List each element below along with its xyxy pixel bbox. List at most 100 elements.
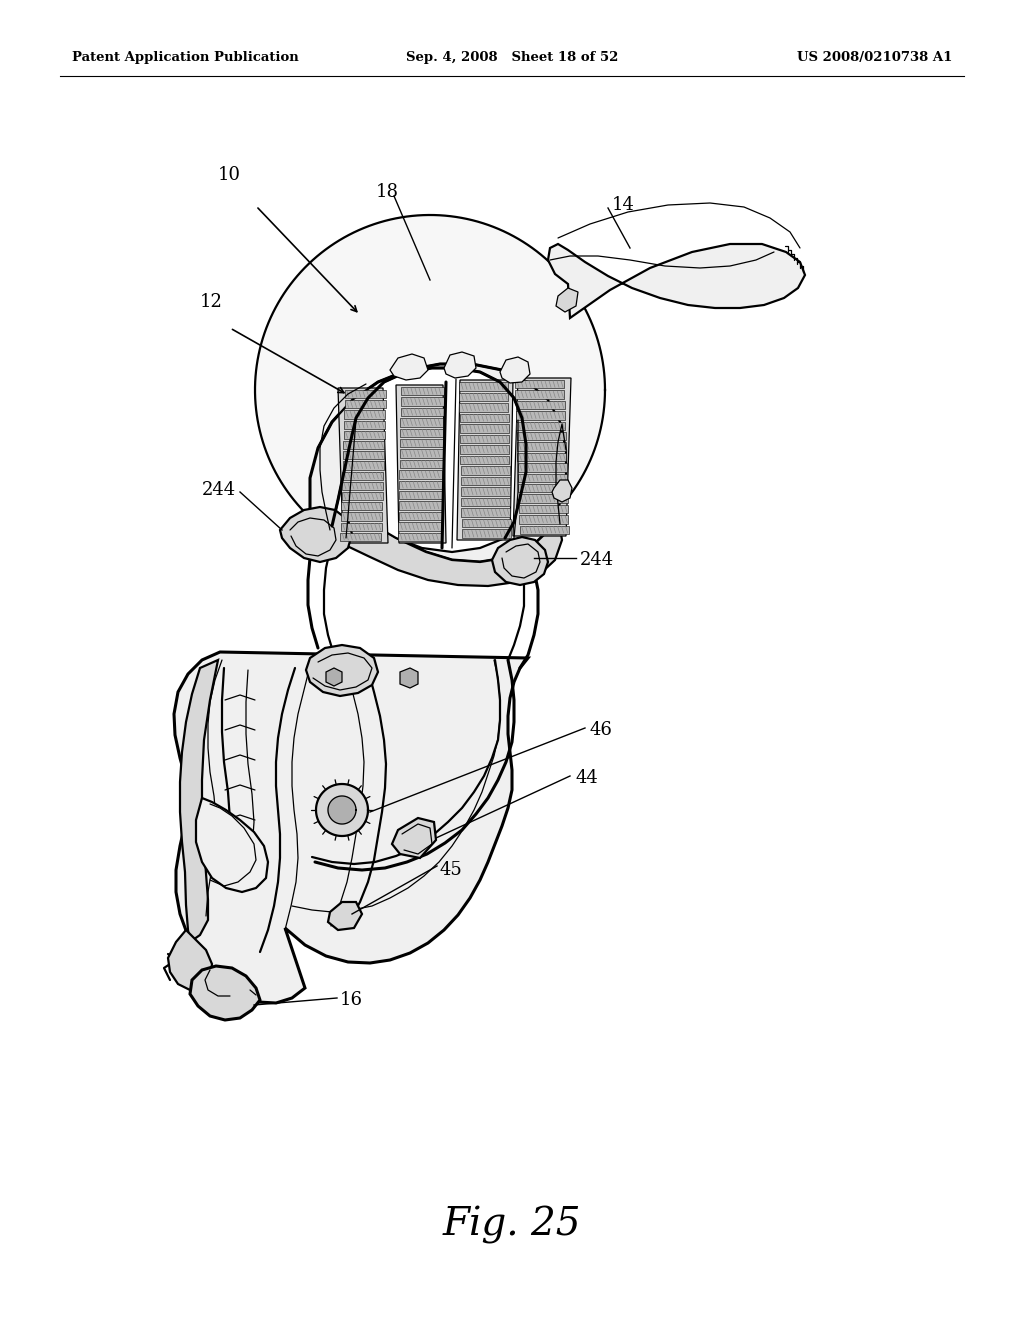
Polygon shape — [315, 510, 562, 586]
Polygon shape — [341, 523, 382, 531]
Polygon shape — [516, 421, 565, 430]
Polygon shape — [516, 412, 565, 420]
Polygon shape — [500, 356, 530, 383]
Polygon shape — [398, 532, 441, 541]
Polygon shape — [517, 442, 566, 451]
Text: 244: 244 — [580, 550, 614, 569]
Polygon shape — [328, 902, 362, 931]
Polygon shape — [516, 401, 564, 409]
Polygon shape — [552, 480, 572, 502]
Polygon shape — [461, 466, 510, 475]
Polygon shape — [310, 364, 566, 562]
Polygon shape — [400, 397, 443, 405]
Polygon shape — [462, 508, 510, 517]
Polygon shape — [444, 352, 476, 378]
Polygon shape — [340, 533, 381, 541]
Polygon shape — [399, 470, 442, 479]
Polygon shape — [515, 380, 564, 388]
Polygon shape — [390, 354, 428, 380]
Polygon shape — [345, 389, 386, 399]
Text: 45: 45 — [440, 861, 463, 879]
Polygon shape — [400, 418, 443, 426]
Polygon shape — [519, 525, 568, 535]
Polygon shape — [398, 512, 441, 520]
Polygon shape — [190, 966, 260, 1020]
Polygon shape — [399, 459, 442, 469]
Polygon shape — [345, 400, 386, 408]
Polygon shape — [316, 784, 368, 836]
Polygon shape — [342, 471, 383, 479]
Polygon shape — [392, 818, 436, 858]
Polygon shape — [461, 487, 510, 496]
Polygon shape — [342, 482, 383, 490]
Text: Fig. 25: Fig. 25 — [442, 1206, 582, 1243]
Text: Sep. 4, 2008   Sheet 18 of 52: Sep. 4, 2008 Sheet 18 of 52 — [406, 51, 618, 65]
Polygon shape — [459, 392, 508, 401]
Polygon shape — [344, 411, 385, 418]
Polygon shape — [462, 519, 511, 528]
Polygon shape — [174, 652, 528, 1003]
Polygon shape — [515, 391, 564, 399]
Text: US 2008/0210738 A1: US 2008/0210738 A1 — [797, 51, 952, 65]
Polygon shape — [280, 507, 352, 562]
Polygon shape — [492, 537, 548, 585]
Polygon shape — [168, 931, 212, 990]
Polygon shape — [255, 215, 605, 565]
Text: 44: 44 — [575, 770, 598, 787]
Polygon shape — [341, 502, 382, 511]
Polygon shape — [460, 413, 509, 422]
Polygon shape — [344, 430, 385, 440]
Polygon shape — [517, 432, 565, 441]
Polygon shape — [519, 495, 567, 503]
Polygon shape — [306, 645, 378, 696]
Polygon shape — [400, 429, 443, 437]
Polygon shape — [556, 288, 578, 312]
Polygon shape — [461, 455, 509, 465]
Polygon shape — [462, 529, 511, 539]
Text: Patent Application Publication: Patent Application Publication — [72, 51, 299, 65]
Polygon shape — [396, 385, 446, 543]
Polygon shape — [519, 515, 568, 524]
Polygon shape — [332, 368, 526, 552]
Polygon shape — [328, 796, 356, 824]
Polygon shape — [400, 408, 443, 416]
Polygon shape — [459, 381, 508, 391]
Polygon shape — [460, 403, 509, 412]
Polygon shape — [518, 484, 567, 492]
Polygon shape — [400, 440, 443, 447]
Polygon shape — [338, 388, 388, 543]
Polygon shape — [399, 480, 442, 488]
Text: 244: 244 — [202, 480, 237, 499]
Polygon shape — [196, 799, 268, 892]
Text: 18: 18 — [376, 183, 399, 201]
Polygon shape — [326, 668, 342, 686]
Text: 10: 10 — [218, 166, 241, 183]
Polygon shape — [398, 523, 441, 531]
Polygon shape — [343, 441, 384, 449]
Polygon shape — [399, 491, 442, 499]
Polygon shape — [399, 449, 442, 458]
Polygon shape — [341, 512, 382, 520]
Polygon shape — [344, 421, 385, 429]
Polygon shape — [343, 462, 384, 470]
Text: 16: 16 — [340, 991, 362, 1008]
Polygon shape — [461, 498, 510, 507]
Polygon shape — [517, 453, 566, 461]
Polygon shape — [400, 668, 418, 688]
Text: 46: 46 — [590, 721, 613, 739]
Polygon shape — [342, 492, 383, 500]
Polygon shape — [401, 387, 444, 396]
Text: 12: 12 — [200, 293, 223, 312]
Polygon shape — [519, 504, 568, 513]
Polygon shape — [518, 463, 566, 471]
Polygon shape — [518, 474, 567, 482]
Polygon shape — [457, 380, 513, 540]
Polygon shape — [180, 660, 218, 942]
Polygon shape — [460, 434, 509, 444]
Polygon shape — [548, 244, 805, 318]
Polygon shape — [460, 445, 509, 454]
Polygon shape — [398, 502, 441, 510]
Polygon shape — [513, 378, 571, 536]
Polygon shape — [343, 451, 384, 459]
Polygon shape — [461, 477, 510, 486]
